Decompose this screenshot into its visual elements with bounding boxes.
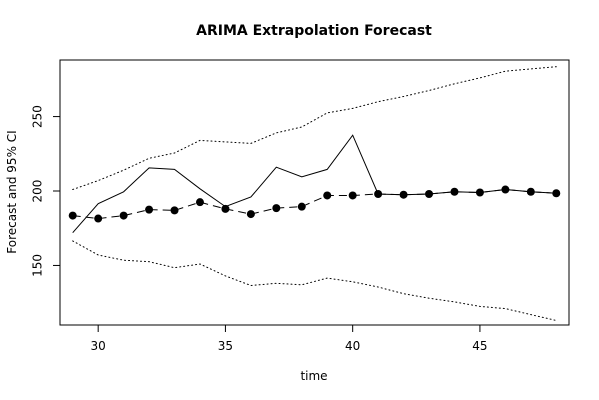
x-tick-label: 40 (345, 339, 360, 353)
series-1-point (552, 189, 561, 198)
x-tick-label: 45 (472, 339, 487, 353)
series-1-point (501, 185, 510, 194)
series-1-point (170, 206, 179, 215)
series-1-point (297, 202, 306, 211)
y-axis: 150 200 250 (31, 105, 61, 277)
series-1-line (72, 188, 557, 220)
chart-title: ARIMA Extrapolation Forecast (196, 23, 432, 39)
series-1-point (145, 205, 154, 214)
series-0-line (72, 134, 557, 234)
series-1-point (94, 214, 103, 223)
x-tick-label: 30 (91, 339, 106, 353)
series-1-point (119, 211, 128, 220)
series-1-point (221, 204, 230, 213)
series-3-line (72, 240, 557, 321)
series-1-point (425, 189, 434, 198)
series-1-point (450, 187, 459, 196)
series-1-point (272, 204, 281, 213)
y-tick-label: 150 (31, 254, 45, 277)
series-1-point (348, 191, 357, 200)
x-tick-label: 35 (218, 339, 233, 353)
plot-frame (59, 59, 570, 326)
x-axis: 30 35 40 45 (91, 324, 488, 353)
series-1-point (323, 191, 332, 200)
series-1-point (374, 189, 383, 198)
y-axis-label: Forecast and 95% CI (5, 130, 19, 253)
series-1-point (195, 198, 204, 207)
y-tick-label: 200 (31, 180, 45, 203)
series-1-point (475, 188, 484, 197)
series-layer (68, 66, 561, 321)
series-1-point (68, 211, 77, 220)
series-1-point (399, 190, 408, 199)
series-1-point (246, 210, 255, 219)
series-1-point (526, 187, 535, 196)
y-tick-label: 250 (31, 105, 45, 128)
x-axis-label: time (300, 369, 327, 383)
series-2-line (72, 66, 557, 190)
